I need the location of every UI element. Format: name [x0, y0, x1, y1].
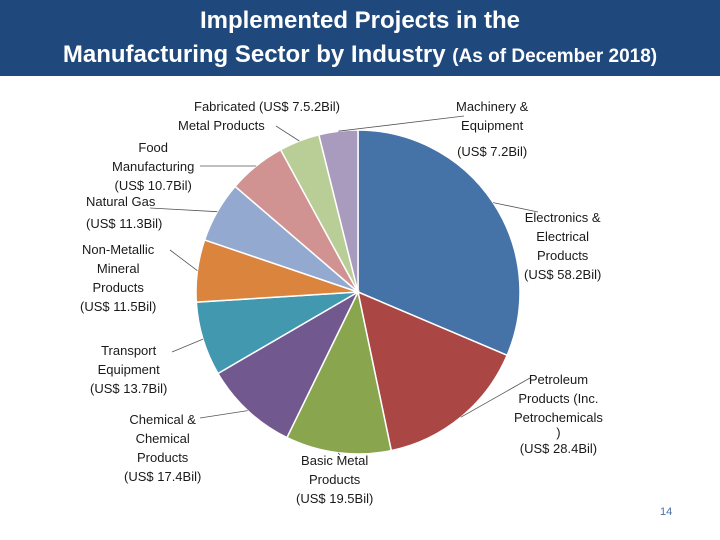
leader-line-transport [171, 338, 204, 353]
leader-line-fabricated [275, 125, 300, 142]
leader-line-basic_metal [337, 452, 341, 456]
leader-line-non_metallic [169, 249, 198, 272]
pie-slice-machinery [317, 129, 359, 293]
title-date: (As of December 2018) [452, 46, 658, 67]
title-banner: Implemented Projects in the Manufacturin… [0, 0, 720, 76]
pie-slice-electronics [357, 129, 521, 357]
label-machinery: Machinery & Equipment (US$ 7.2Bil) [456, 99, 529, 159]
pie-slice-basic_metal [285, 289, 393, 455]
leader-line-natural_gas [149, 207, 218, 213]
title-line-1: Implemented Projects in the [199, 7, 521, 34]
label-natural-gas: Natural Gas (US$ 11.3Bil) [86, 194, 163, 231]
label-electronics: Electronics & Electrical Products (US$ 58.… [524, 210, 602, 282]
slide-number: 14 [660, 506, 673, 518]
label-chemical: Chemical & Chemical Products (US$ 17.4Bil) [124, 412, 202, 484]
leader-line-electronics [493, 202, 539, 213]
pie-slice-petroleum [356, 290, 509, 452]
label-transport: Transport Equipment (US$ 13.7Bil) [90, 343, 168, 396]
leader-line-chemical [199, 410, 248, 419]
label-food: Food Manufacturing (US$ 10.7Bil) [112, 140, 195, 193]
label-basic-metal: Basic Metal Products (US$ 19.5Bil) [296, 453, 374, 506]
leader-line-machinery [338, 115, 465, 132]
title-line-2: Manufacturing Sector by Industry (As of … [0, 41, 720, 69]
label-non-metallic: Non-Metallic Mineral Products (US$ 11.5Bil… [80, 242, 157, 314]
label-petroleum: Petroleum Products (Inc. Petrochemicals) … [514, 372, 603, 456]
title-main: Manufacturing Sector by Industry [62, 41, 446, 68]
leader-lines [149, 115, 539, 456]
label-fabricated: Fabricated (US$ 7.5.2Bil) Metal Products [178, 99, 340, 133]
leader-line-petroleum [460, 377, 531, 418]
pie-slices [195, 129, 521, 455]
